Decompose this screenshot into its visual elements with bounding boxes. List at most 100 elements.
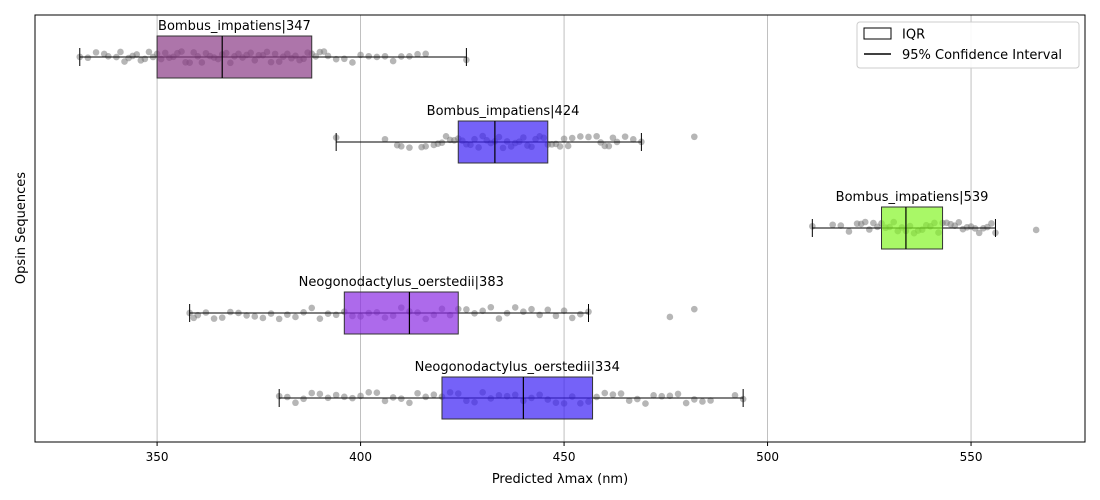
data-point [629, 136, 637, 143]
data-point [585, 133, 592, 141]
data-point [511, 304, 519, 311]
data-point [609, 134, 617, 142]
data-point [381, 135, 389, 143]
data-point [621, 133, 629, 140]
data-point [133, 51, 141, 58]
data-point [560, 135, 568, 143]
x-tick-label-450: 450 [553, 450, 576, 464]
data-point [463, 306, 470, 313]
data-point [528, 305, 535, 313]
series-label: Bombus_impatiens|539 [836, 190, 989, 205]
x-axis-label: Predicted λmax (nm) [492, 472, 628, 487]
legend-iqr-swatch [863, 27, 892, 40]
data-point [674, 390, 682, 398]
data-point [341, 55, 348, 63]
data-point [227, 308, 234, 316]
series-label: Bombus_impatiens|347 [158, 19, 311, 34]
data-point [560, 307, 568, 314]
data-point [381, 397, 389, 405]
series-4: Neogonodactylus_oerstedii|334 [275, 360, 747, 420]
data-point [292, 313, 299, 321]
data-point [422, 143, 429, 150]
data-point [365, 52, 373, 60]
data-point [634, 395, 641, 403]
data-point [691, 133, 698, 141]
legend-ci-label: 95% Confidence Interval [902, 48, 1062, 63]
data-point [975, 229, 983, 237]
data-point [389, 394, 397, 401]
data-point [552, 312, 560, 320]
data-point [564, 142, 572, 150]
data-point [210, 315, 218, 322]
data-point [292, 399, 299, 407]
series-3: Neogonodactylus_oerstedii|383 [186, 275, 698, 335]
data-point [218, 314, 226, 321]
data-point [324, 310, 332, 317]
data-point [381, 52, 389, 60]
data-point [308, 389, 316, 397]
data-point [406, 144, 413, 151]
x-tick-label-500: 500 [756, 450, 779, 464]
data-point [577, 133, 584, 140]
plot-frame [34, 14, 1086, 443]
data-point [259, 314, 267, 322]
data-point [308, 304, 316, 312]
data-point [284, 311, 291, 318]
data-point [284, 393, 291, 401]
x-axis: 350 400 450 500 550 [146, 442, 983, 464]
data-point [341, 393, 348, 401]
data-point [617, 390, 625, 397]
data-point [658, 392, 666, 400]
data-point [332, 391, 340, 399]
x-tick-label-400: 400 [349, 450, 372, 464]
data-point [92, 49, 100, 56]
iqr-box [457, 120, 549, 164]
data-point [556, 143, 564, 150]
data-point [300, 395, 307, 403]
iqr-box [343, 291, 459, 335]
data-point [406, 52, 413, 60]
data-point [601, 389, 609, 397]
data-point [414, 389, 421, 397]
series-label: Neogonodactylus_oerstedii|383 [299, 275, 504, 290]
legend: IQR 95% Confidence Interval [856, 21, 1080, 69]
data-point [568, 134, 576, 142]
data-point [666, 313, 674, 321]
data-point [642, 400, 649, 407]
data-point [349, 59, 356, 66]
x-tick-label-350: 350 [146, 450, 169, 464]
data-point [605, 142, 613, 150]
data-point [422, 50, 429, 58]
x-tick-label-550: 550 [960, 450, 983, 464]
data-point [320, 48, 328, 55]
data-point [520, 308, 527, 315]
data-point [682, 399, 690, 407]
data-point [593, 132, 600, 140]
data-point [104, 53, 112, 60]
data-point [625, 397, 633, 404]
data-point [332, 55, 340, 63]
data-point [593, 393, 600, 401]
data-point [495, 315, 503, 322]
data-point [422, 393, 429, 401]
data-point [117, 48, 124, 56]
grid-lines [156, 15, 972, 442]
data-point [316, 315, 324, 322]
data-point [731, 392, 739, 399]
data-point [414, 50, 421, 58]
data-point [389, 57, 397, 65]
series-0: Bombus_impatiens|347 [76, 19, 470, 79]
data-point [267, 310, 275, 317]
data-point [397, 53, 405, 60]
data-point [300, 308, 307, 316]
series-1: Bombus_impatiens|424 [332, 104, 698, 164]
data-point [837, 222, 845, 229]
iqr-box [881, 206, 944, 250]
data-point [988, 220, 995, 227]
data-point [251, 313, 259, 320]
data-point [577, 310, 584, 318]
data-point [866, 226, 873, 233]
data-point [324, 52, 332, 60]
data-point [312, 53, 320, 60]
